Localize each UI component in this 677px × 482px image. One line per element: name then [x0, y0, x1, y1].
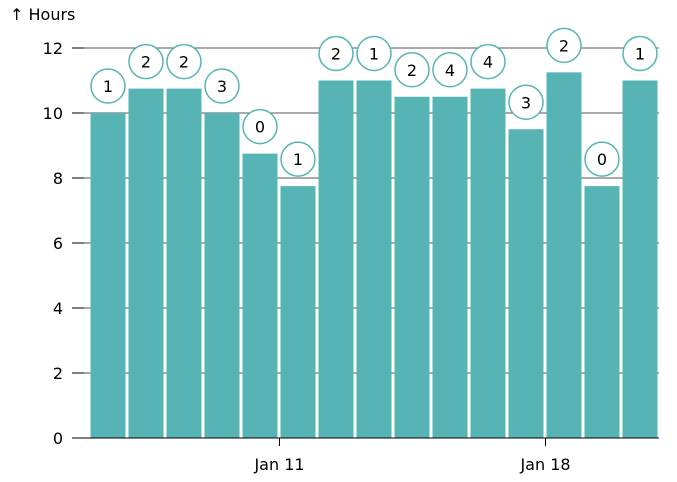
bar: [470, 88, 506, 438]
annotation-label: 0: [597, 150, 607, 169]
y-tick-label: 4: [53, 299, 63, 318]
y-tick-label: 10: [43, 104, 63, 123]
annotation-bubble: [546, 27, 582, 64]
annotation-bubble: [128, 43, 164, 80]
bars: [90, 72, 658, 438]
annotation-bubble: [622, 35, 658, 72]
x-tick-label: Jan 18: [519, 455, 570, 474]
annotation-bubble: [584, 141, 620, 177]
y-axis-title: ↑ Hours: [10, 5, 75, 24]
y-tick-label: 12: [43, 39, 63, 58]
annotation-bubble: [280, 141, 316, 177]
annotation-label: 1: [103, 77, 113, 96]
annotation-label: 3: [217, 77, 227, 96]
annotation-label: 2: [141, 53, 151, 72]
bar: [584, 186, 620, 438]
annotation-label: 0: [255, 118, 265, 137]
y-tick-label: 8: [53, 169, 63, 188]
bar: [356, 80, 392, 438]
annotation-label: 1: [369, 45, 379, 64]
bar: [166, 88, 202, 438]
annotation-bubble: [90, 68, 126, 104]
bar: [128, 88, 164, 438]
annotation-label: 2: [331, 45, 341, 64]
annotation-bubbles: 1 2 2 3 0 1 2 1 2 4 4 3 2 0 1: [90, 27, 658, 177]
annotation-bubble: [166, 43, 202, 80]
bar: [622, 80, 658, 438]
annotation-bubble: [242, 108, 278, 145]
bar: [432, 96, 468, 438]
bar: [280, 186, 316, 438]
bar: [508, 129, 544, 438]
y-tick-label: 2: [53, 364, 63, 383]
y-tick-label: 6: [53, 234, 63, 253]
annotation-label: 2: [179, 53, 189, 72]
bar: [90, 113, 126, 438]
bar: [204, 113, 240, 438]
annotation-label: 3: [521, 93, 531, 112]
annotation-label: 1: [293, 150, 303, 169]
annotation-bubble: [508, 84, 544, 120]
y-tick-label: 0: [53, 429, 63, 448]
annotation-bubble: [356, 35, 392, 72]
annotation-bubble: [432, 52, 468, 88]
annotation-bubble: [204, 68, 240, 104]
annotation-bubble: [394, 52, 430, 88]
bar: [318, 80, 354, 438]
bar: [242, 153, 278, 438]
annotation-bubble: [470, 43, 506, 80]
annotation-label: 2: [559, 36, 569, 55]
y-axis: 0 2 4 6 8 10 12: [43, 39, 84, 448]
bar: [546, 72, 582, 438]
annotation-bubble: [318, 35, 354, 72]
annotation-label: 4: [445, 61, 455, 80]
x-tick-label: Jan 11: [253, 455, 304, 474]
annotation-label: 4: [483, 53, 493, 72]
annotation-label: 1: [635, 45, 645, 64]
annotation-label: 2: [407, 61, 417, 80]
x-axis: Jan 11 Jan 18: [76, 437, 659, 474]
bar: [394, 96, 430, 438]
